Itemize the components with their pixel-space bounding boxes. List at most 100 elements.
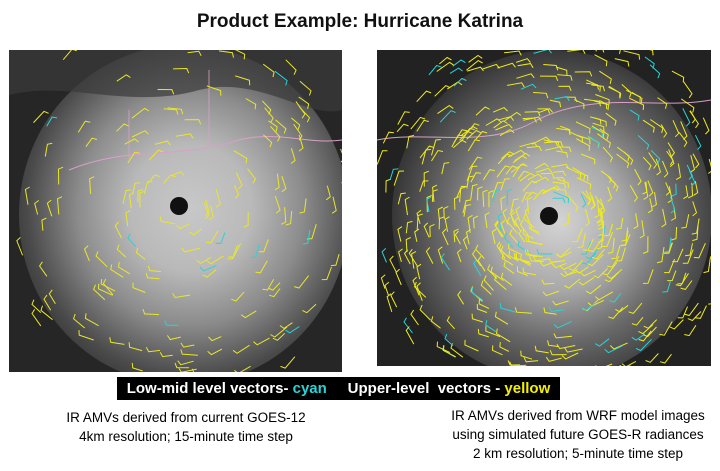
wind-barb <box>677 272 687 285</box>
wind-barb <box>176 223 190 230</box>
wind-barb <box>416 282 423 301</box>
wind-barb <box>159 216 176 225</box>
wind-barb <box>272 332 286 341</box>
wind-barb <box>467 214 473 233</box>
wind-barb <box>551 163 570 169</box>
wind-barb <box>656 247 665 264</box>
wind-barb <box>608 86 621 98</box>
wind-barb <box>631 316 644 326</box>
wind-barb <box>589 116 602 125</box>
legend-upper-label: Upper-level vectors - <box>347 380 501 397</box>
wind-barb <box>649 50 654 56</box>
wind-barb <box>608 85 622 99</box>
wind-barb <box>132 182 141 195</box>
wind-barb <box>556 66 568 76</box>
wind-barb <box>593 267 608 279</box>
legend-yellow-word: yellow <box>504 380 551 397</box>
wind-barb <box>642 181 648 195</box>
wind-barb <box>557 74 573 81</box>
wind-vectors-left <box>16 50 342 372</box>
wind-barb <box>510 211 516 227</box>
wind-barb <box>605 112 617 126</box>
wind-barb <box>446 316 455 330</box>
wind-barb <box>604 345 623 354</box>
wind-barb <box>137 189 143 203</box>
wind-barb <box>491 182 503 198</box>
wind-barb <box>602 50 605 53</box>
wind-barb <box>644 56 655 69</box>
wind-barb <box>432 184 438 202</box>
wind-barb <box>154 140 171 146</box>
wind-barb <box>587 254 604 267</box>
wind-barb <box>548 306 564 312</box>
wind-barb <box>541 279 555 285</box>
wind-barb <box>262 63 275 78</box>
wind-barb <box>397 111 410 125</box>
wind-barb <box>591 84 605 92</box>
wind-barb <box>672 120 680 138</box>
wind-barb <box>243 212 249 228</box>
wind-barb <box>592 122 605 132</box>
wind-barb <box>616 217 624 230</box>
wind-barb <box>521 192 532 203</box>
wind-barb <box>232 344 250 354</box>
wind-barb <box>609 342 628 350</box>
wind-barb <box>480 280 492 295</box>
wind-barb <box>477 186 483 201</box>
wind-barb <box>131 130 149 138</box>
wind-barb <box>299 198 307 214</box>
wind-barb <box>414 228 420 242</box>
wind-barb <box>621 360 637 366</box>
wind-barb <box>235 172 243 190</box>
wind-barb <box>524 191 538 201</box>
wind-barb <box>470 286 483 302</box>
wind-barb <box>114 221 122 239</box>
wind-barb <box>274 70 288 86</box>
wind-barb <box>159 351 173 358</box>
wind-barb <box>689 110 700 129</box>
wind-barb <box>258 239 269 253</box>
wind-barb <box>426 196 432 213</box>
wind-barb <box>413 281 427 298</box>
wind-barb <box>145 347 161 353</box>
wind-barb <box>452 59 466 67</box>
wind-barb <box>231 291 245 302</box>
wind-barb <box>444 333 454 347</box>
wind-barb <box>437 206 444 221</box>
wind-barb <box>57 166 64 185</box>
wind-barb <box>583 98 601 107</box>
wind-barb <box>623 50 641 60</box>
wind-barb <box>262 279 275 291</box>
wind-barb <box>519 142 538 148</box>
wind-barb <box>553 191 570 204</box>
wind-barb <box>702 117 710 135</box>
wind-barb <box>607 186 613 202</box>
wind-barb <box>575 121 591 134</box>
wind-barb <box>651 192 657 208</box>
caption-left: IR AMVs derived from current GOES-12 4km… <box>56 408 316 446</box>
wind-barb <box>549 350 567 356</box>
wind-barb <box>682 249 694 264</box>
wind-barb <box>692 201 698 217</box>
wind-barb <box>78 330 94 341</box>
wind-barb <box>665 182 671 196</box>
wind-barb <box>574 266 589 274</box>
wind-barb <box>668 149 675 168</box>
wind-barb <box>396 123 409 133</box>
wind-barb <box>423 222 430 238</box>
wind-barb <box>143 180 153 194</box>
wind-barb <box>452 139 467 149</box>
wind-barb <box>454 230 461 245</box>
wind-barb <box>467 66 484 72</box>
wind-barb <box>520 83 537 90</box>
wind-barb <box>604 223 614 237</box>
wind-barb <box>453 196 460 210</box>
wind-barb <box>419 145 435 159</box>
wind-barb <box>330 254 340 267</box>
wind-barb <box>692 153 700 169</box>
wind-barb <box>125 210 131 227</box>
wind-barb <box>386 293 393 313</box>
wind-barb <box>245 98 257 110</box>
wind-barb <box>585 209 590 227</box>
wind-barb <box>471 313 483 323</box>
